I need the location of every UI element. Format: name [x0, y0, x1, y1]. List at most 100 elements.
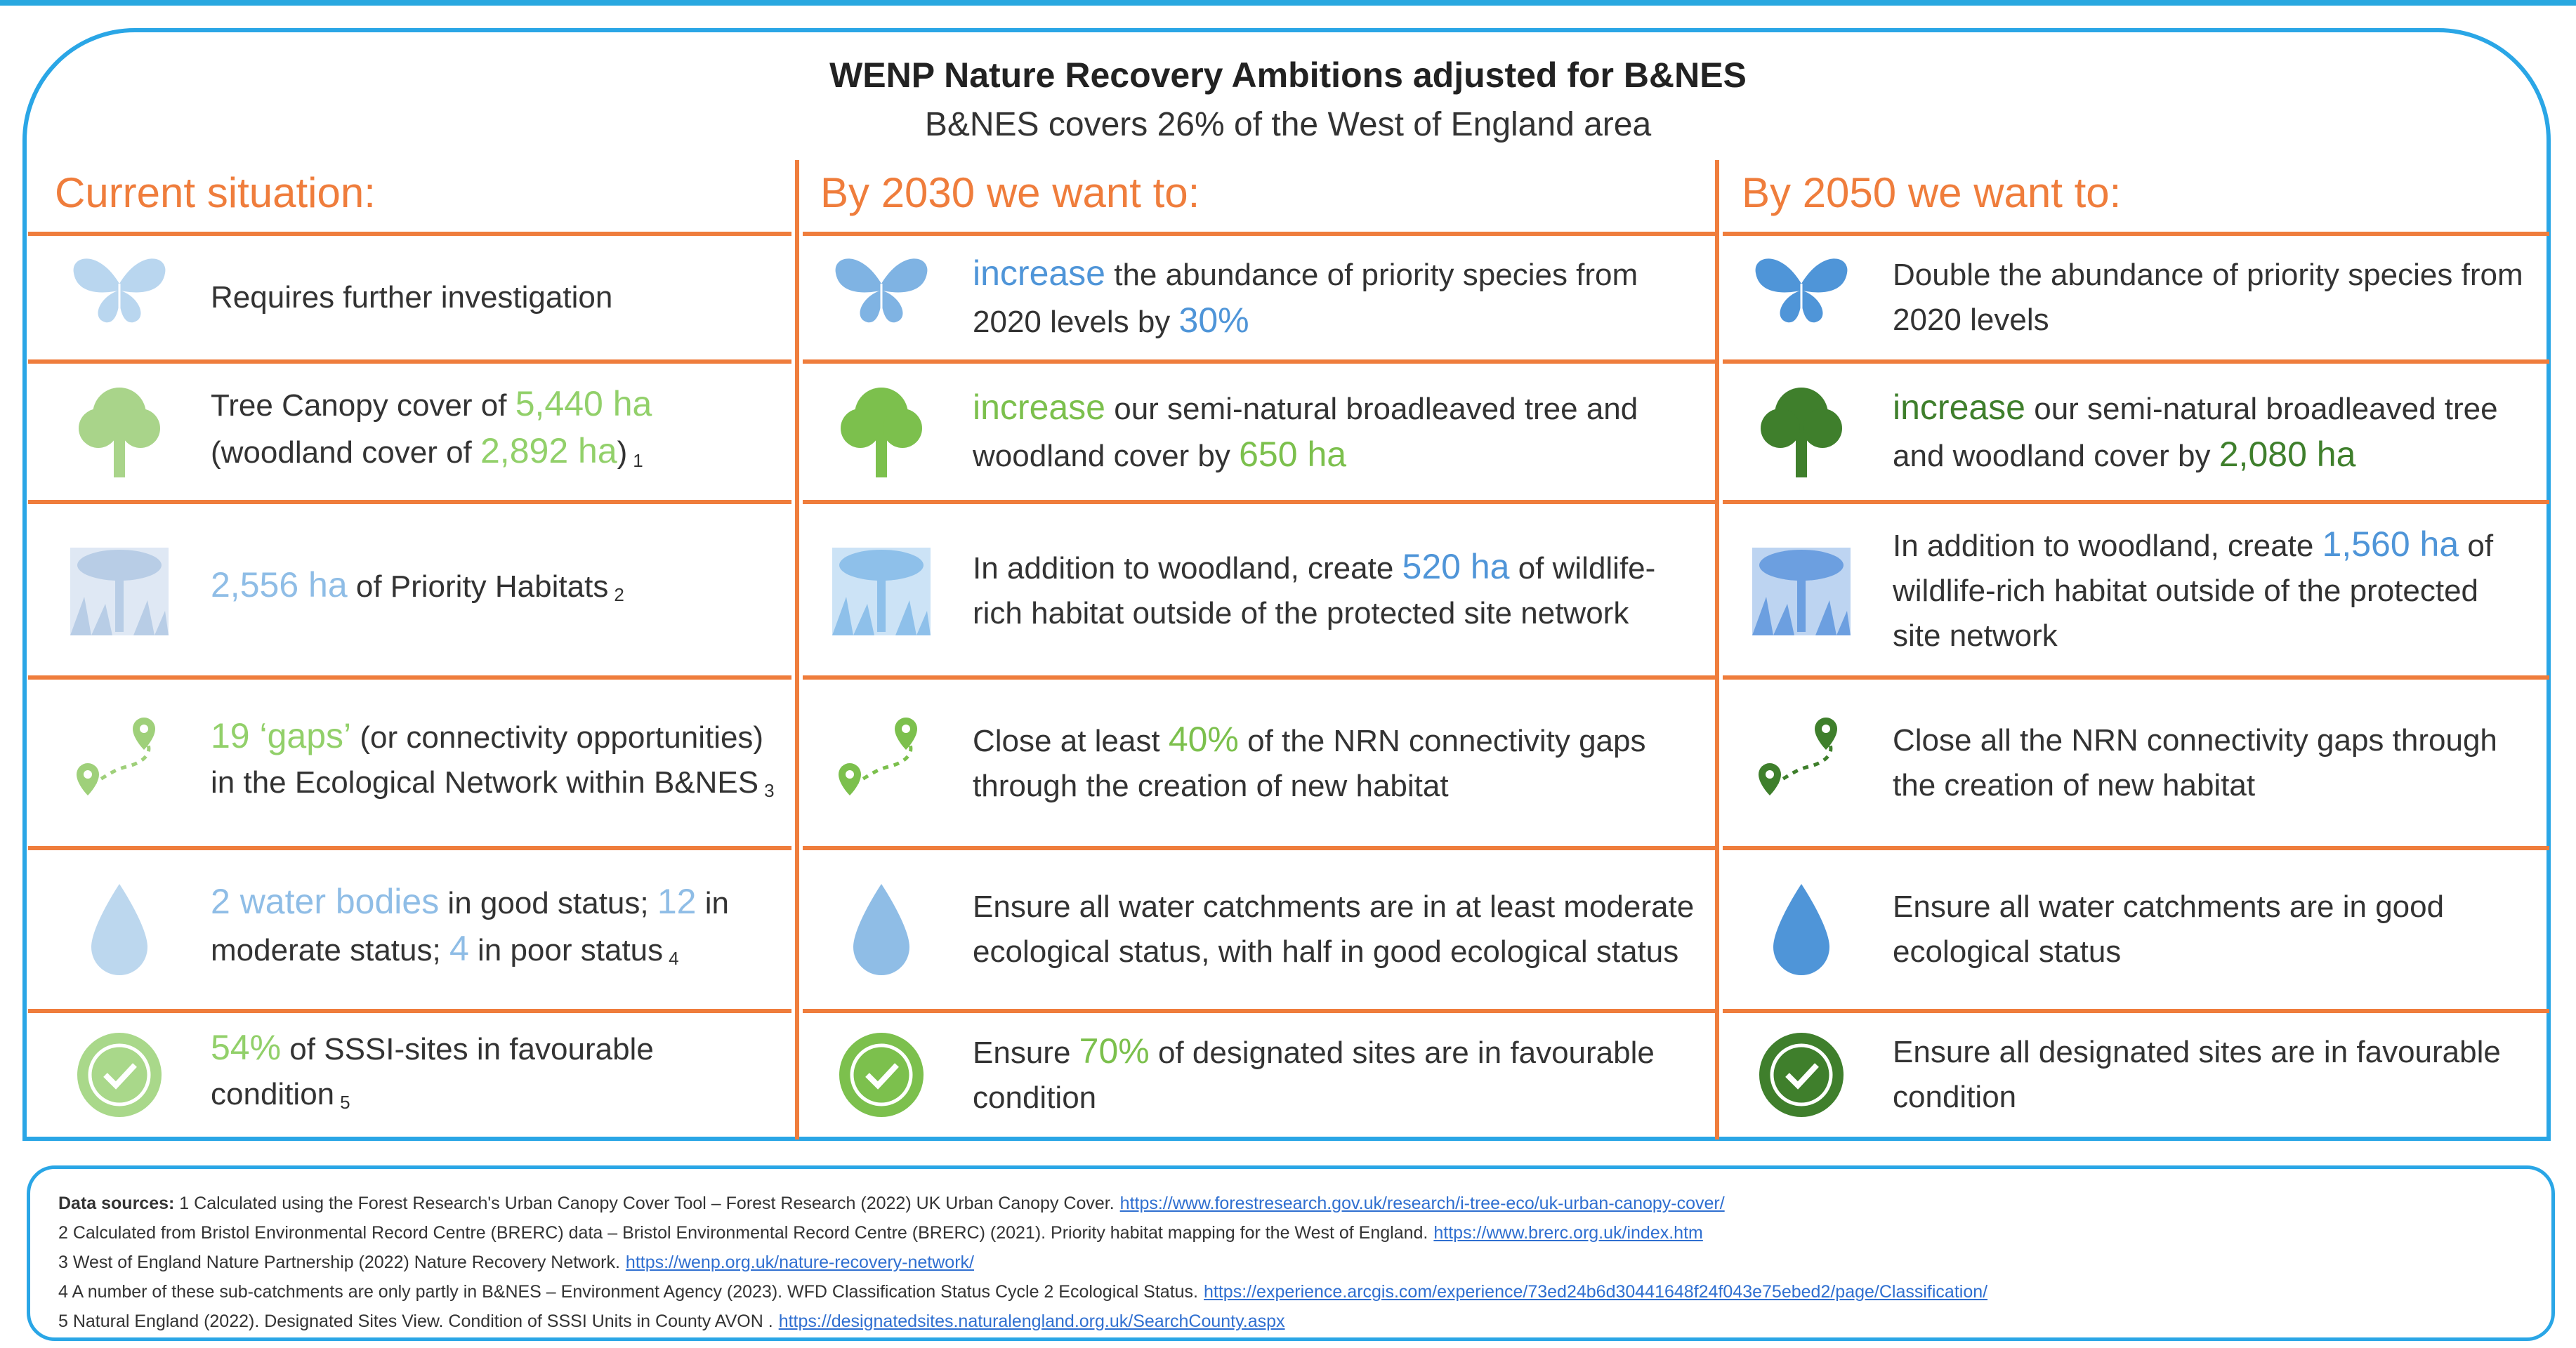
- row-divider: [1723, 1009, 2549, 1013]
- source-link[interactable]: https://experience.arcgis.com/experience…: [1204, 1282, 1988, 1302]
- tree-icon: [56, 372, 183, 491]
- cell-text: increase the abundance of priority speci…: [945, 251, 1696, 345]
- cell-text: 2,556 ha of Priority Habitats 2: [183, 562, 624, 617]
- tree-icon: [818, 372, 945, 491]
- cell-text: In addition to woodland, create 1,560 ha…: [1865, 522, 2528, 659]
- source-text: 4 A number of these sub-catchments are o…: [58, 1282, 1198, 1302]
- highlight-value: 30%: [1178, 300, 1249, 340]
- tree-icon: [1738, 372, 1865, 491]
- text-segment: of wildlife-rich habitat outside of the …: [1893, 528, 2494, 653]
- check-badge-icon: [1738, 1015, 1865, 1135]
- table-cell: Requires further investigation: [56, 237, 783, 358]
- row-divider: [1723, 359, 2549, 364]
- text-segment: In addition to woodland, create: [973, 550, 1402, 586]
- table-cell: Close all the NRN connectivity gaps thro…: [1738, 681, 2528, 845]
- source-line: Data sources: 1 Calculated using the For…: [58, 1189, 2523, 1218]
- text-segment: In addition to woodland, create: [1893, 528, 2322, 563]
- row-divider: [803, 1009, 1717, 1013]
- column-header-2030: By 2030 we want to:: [820, 169, 1200, 216]
- highlight-value: 2,080 ha: [2219, 435, 2356, 474]
- highlight-value: 2 water bodies: [211, 881, 440, 921]
- top-accent-bar: [0, 0, 2576, 6]
- text-segment: Double the abundance of priority species…: [1893, 258, 2523, 337]
- check-badge-icon: [818, 1015, 945, 1135]
- source-line: 3 West of England Nature Partnership (20…: [58, 1248, 2523, 1277]
- row-divider: [28, 846, 791, 850]
- row-divider: [1723, 846, 2549, 850]
- cell-text: In addition to woodland, create 520 ha o…: [945, 544, 1696, 636]
- row-divider: [1723, 500, 2549, 504]
- path-icon: [818, 703, 945, 823]
- cell-text: Double the abundance of priority species…: [1865, 253, 2528, 343]
- text-segment: of the NRN connectivity gaps through the…: [973, 724, 1646, 803]
- text-segment: Close all the NRN connectivity gaps thro…: [1893, 722, 2497, 802]
- source-link[interactable]: https://www.forestresearch.gov.uk/resear…: [1119, 1194, 1725, 1213]
- highlight-value: 2,892 ha: [480, 430, 617, 470]
- cell-text: Requires further investigation: [183, 275, 612, 320]
- text-segment: (woodland cover of: [211, 435, 480, 470]
- table-cell: Ensure all designated sites are in favou…: [1738, 1015, 2528, 1135]
- text-segment: Tree Canopy cover of: [211, 388, 515, 423]
- text-segment: of wildlife-rich habitat outside of the …: [973, 550, 1656, 630]
- column-divider: [795, 160, 799, 1139]
- footnote-ref: 2: [614, 584, 624, 605]
- text-segment: Ensure all designated sites are in favou…: [1893, 1034, 2501, 1114]
- butterfly-icon: [1738, 238, 1865, 357]
- page-title: WENP Nature Recovery Ambitions adjusted …: [829, 55, 1747, 95]
- cell-text: Ensure all designated sites are in favou…: [1865, 1030, 2528, 1120]
- cell-text: Ensure all water catchments are in at le…: [945, 885, 1696, 974]
- butterfly-icon: [56, 238, 183, 357]
- water-drop-icon: [1738, 870, 1865, 989]
- footnote-ref: 3: [764, 779, 775, 801]
- cell-text: increase our semi-natural broadleaved tr…: [1865, 385, 2528, 479]
- habitat-icon: [56, 530, 183, 649]
- source-link[interactable]: https://designatedsites.naturalengland.o…: [778, 1311, 1285, 1331]
- cell-text: 2 water bodies in good status; 12 in mod…: [183, 879, 783, 981]
- row-divider: [28, 1009, 791, 1013]
- table-cell: Close at least 40% of the NRN connectivi…: [818, 681, 1696, 845]
- row-divider: [1723, 675, 2549, 680]
- table-cell: 2 water bodies in good status; 12 in mod…: [56, 852, 783, 1007]
- source-text: 3 West of England Nature Partnership (20…: [58, 1253, 620, 1272]
- column-header-2050: By 2050 we want to:: [1742, 169, 2122, 216]
- text-segment: Ensure all water catchments are in good …: [1893, 890, 2445, 969]
- sources-label: Data sources:: [58, 1194, 175, 1213]
- row-divider: [28, 500, 791, 504]
- highlight-value: increase: [973, 388, 1105, 427]
- text-segment: Ensure all water catchments are in at le…: [973, 890, 1695, 969]
- table-cell: 54% of SSSI-sites in favourable conditio…: [56, 1015, 783, 1135]
- row-divider: [803, 675, 1717, 680]
- text-segment: Close at least: [973, 724, 1169, 758]
- highlight-value: 19 ‘gaps’: [211, 715, 352, 755]
- cell-text: 54% of SSSI-sites in favourable conditio…: [183, 1025, 783, 1125]
- text-segment: in poor status: [468, 932, 664, 967]
- table-cell: 19 ‘gaps’ (or connectivity opportunities…: [56, 681, 783, 845]
- source-link[interactable]: https://www.brerc.org.uk/index.htm: [1433, 1223, 1703, 1243]
- highlight-value: 650 ha: [1239, 435, 1347, 474]
- table-cell: Ensure all water catchments are in good …: [1738, 852, 2528, 1007]
- highlight-value: 520 ha: [1402, 546, 1510, 586]
- row-divider: [803, 359, 1717, 364]
- table-cell: In addition to woodland, create 1,560 ha…: [1738, 505, 2528, 674]
- text-segment: in moderate status;: [211, 885, 729, 967]
- source-link[interactable]: https://wenp.org.uk/nature-recovery-netw…: [625, 1253, 974, 1272]
- row-divider: [803, 232, 1717, 236]
- table-cell: increase our semi-natural broadleaved tr…: [818, 365, 1696, 498]
- highlight-value: 54%: [211, 1027, 282, 1067]
- column-divider: [1715, 160, 1719, 1139]
- water-drop-icon: [56, 870, 183, 989]
- row-divider: [803, 846, 1717, 850]
- highlight-value: 4: [449, 928, 469, 968]
- source-text: 1 Calculated using the Forest Research's…: [174, 1194, 1115, 1213]
- highlight-value: 70%: [1079, 1031, 1150, 1071]
- text-segment: our semi-natural broadleaved tree and wo…: [1893, 392, 2498, 473]
- cell-text: Close all the NRN connectivity gaps thro…: [1865, 718, 2528, 808]
- row-divider: [1723, 232, 2549, 236]
- page-subtitle: B&NES covers 26% of the West of England …: [924, 106, 1652, 143]
- cell-text: increase our semi-natural broadleaved tr…: [945, 385, 1696, 479]
- text-segment: in good status;: [439, 885, 657, 920]
- cell-text: Ensure 70% of designated sites are in fa…: [945, 1029, 1696, 1121]
- habitat-icon: [818, 530, 945, 649]
- cell-text: 19 ‘gaps’ (or connectivity opportunities…: [183, 713, 783, 813]
- text-segment: the abundance of priority species from 2…: [973, 258, 1638, 339]
